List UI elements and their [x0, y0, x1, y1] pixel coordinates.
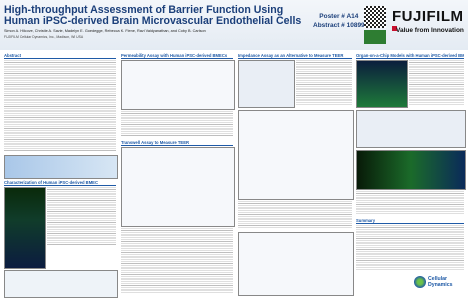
tagline: Value from Innovation — [396, 27, 464, 34]
body-text — [121, 111, 233, 137]
body-text — [238, 201, 352, 229]
company-icon — [414, 276, 426, 288]
title: High-throughput Assessment of Barrier Fu… — [4, 5, 301, 27]
section-heading: Permeability Assay with Human iPSC-deriv… — [121, 53, 233, 59]
affiliation: FUJIFILM Cellular Dynamics, Inc., Madiso… — [4, 35, 84, 39]
section-heading: Transwell Assay to Measure TEER — [121, 140, 233, 146]
figure — [238, 60, 295, 108]
figure — [121, 60, 235, 110]
body-text — [121, 228, 233, 294]
title-line: Human iPSC-derived Brain Microvascular E… — [4, 15, 302, 27]
header-band — [0, 0, 468, 50]
figure — [238, 232, 354, 296]
figure — [4, 270, 118, 298]
figure — [121, 147, 235, 227]
qr-code — [364, 6, 386, 28]
abstract-number: Abstract # 10899 — [313, 22, 365, 29]
body-text — [356, 191, 464, 215]
body-text — [356, 225, 464, 271]
section-heading: Organ-on-a-Chip Models with Human iPSC-d… — [356, 53, 464, 59]
section-heading: Abstract — [4, 53, 116, 59]
figure — [356, 60, 408, 108]
section-heading: Impedance Assay as an Alternative to Mea… — [238, 53, 352, 59]
figure — [356, 110, 466, 148]
badge — [364, 30, 386, 44]
section-heading: Summary — [356, 218, 464, 224]
figure — [356, 150, 466, 190]
figure — [238, 110, 354, 200]
poster-number: Poster # A14 — [319, 13, 359, 20]
body-text — [4, 60, 116, 152]
title-line: High-throughput Assessment of Barrier Fu… — [4, 4, 284, 16]
logo-text: Cellular — [428, 276, 448, 282]
body-text — [409, 60, 464, 106]
logo-text: Dynamics — [428, 282, 453, 288]
section-heading: Characterization of Human iPSC-derived B… — [4, 180, 116, 186]
figure — [4, 187, 46, 269]
figure — [4, 155, 118, 179]
brand-logo: FUJIFILM — [392, 8, 464, 25]
body-text — [296, 60, 352, 106]
authors: Simon A. Hilcove, Christie A. Savie, Mad… — [4, 29, 206, 33]
poster-id: Poster # A14 Abstract # 10899 — [313, 12, 365, 30]
body-text — [47, 187, 116, 245]
company-logo: Cellular Dynamics — [428, 276, 453, 288]
logo-dot — [392, 26, 397, 31]
